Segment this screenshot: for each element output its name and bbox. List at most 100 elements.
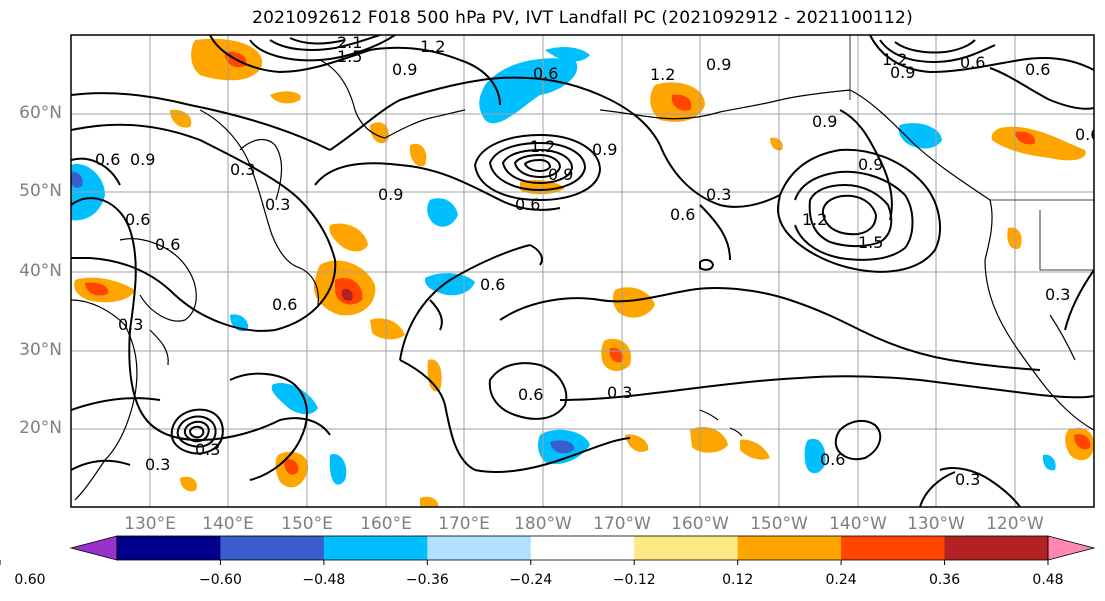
lon-label: 170°E (438, 514, 490, 534)
negative-anomaly (1042, 454, 1056, 471)
positive-anomaly (170, 109, 192, 128)
colorbar-segment (117, 536, 221, 560)
lat-label-50n: 50°N (19, 181, 62, 201)
colorbar-tick-label: −0.60 (198, 572, 242, 588)
colorbar-segment (841, 536, 946, 560)
contour-label: 0.9 (812, 112, 837, 131)
negative-anomaly (329, 454, 347, 485)
contour-label: 0.6 (155, 235, 180, 254)
colorbar-tick-label: 0.48 (1032, 572, 1064, 588)
positive-anomaly (420, 496, 439, 507)
contour-label: 0.9 (858, 155, 883, 174)
colorbar-segment (944, 536, 1049, 560)
contour-label: 0.3 (706, 185, 731, 204)
contour-label: 0.3 (118, 315, 143, 334)
positive-anomaly (770, 137, 783, 151)
colorbar-tick-label: 0.24 (825, 572, 857, 588)
lon-label: 140°W (829, 514, 887, 534)
colorbar-segment (737, 536, 842, 560)
shading-layer (71, 38, 1094, 507)
positive-anomaly (370, 318, 405, 340)
contour-label: 0.6 (960, 53, 985, 72)
positive-anomaly (625, 434, 649, 452)
contour-label: 0.9 (378, 185, 403, 204)
contour-label: 0.9 (548, 165, 573, 184)
negative-anomaly (804, 438, 826, 474)
lon-label: 160°W (671, 514, 729, 534)
lon-label: 140°E (202, 514, 254, 534)
colorbar-segment (530, 536, 635, 560)
positive-anomaly (1074, 434, 1091, 450)
contour-label: 0.6 (1025, 60, 1050, 79)
negative-anomaly (898, 123, 942, 149)
positive-anomaly (409, 143, 427, 167)
contour-label: 0.9 (392, 60, 417, 79)
contour-label: 1.2 (882, 50, 907, 69)
colorbar-tick-label: 0.60 (14, 572, 46, 588)
borders (849, 35, 1094, 271)
contour-label: 0.9 (890, 63, 915, 82)
contour-label: 0.3 (607, 383, 632, 402)
lon-label: 180°W (514, 514, 572, 534)
positive-anomaly (671, 94, 692, 111)
contour-label: 0.6 (1075, 125, 1100, 144)
contour-label: 1.2 (530, 137, 555, 156)
contour-label: 0.6 (125, 210, 150, 229)
colorbar-segment (323, 536, 428, 560)
contour-label: 0.9 (130, 150, 155, 169)
negative-anomaly (71, 171, 83, 188)
contour-label: 0.6 (480, 275, 505, 294)
contour-label: 0.6 (515, 195, 540, 214)
positive-anomaly (85, 282, 109, 296)
negative-anomaly (427, 198, 458, 227)
colorbar-tick-label: 0.12 (722, 572, 754, 588)
colorbar-frame (116, 535, 1049, 561)
contour-label: 0.3 (145, 455, 170, 474)
coastlines (71, 59, 1094, 501)
lon-label: 120°W (986, 514, 1044, 534)
contour-label: 0.3 (955, 470, 980, 489)
lon-label: 170°W (593, 514, 651, 534)
lon-label: 130°E (124, 514, 176, 534)
contour-label: 0.6 (518, 385, 543, 404)
contour-label: 1.2 (802, 210, 827, 229)
colorbar-extend-min (69, 535, 118, 561)
lat-label-40n: 40°N (19, 261, 62, 281)
contour-label: 0.3 (195, 440, 220, 459)
contour-label: 2.1 (337, 33, 362, 52)
negative-anomaly (479, 58, 578, 124)
map-title: 2021092612 F018 500 hPa PV, IVT Landfall… (252, 8, 913, 28)
contour-label: 0.3 (1045, 285, 1070, 304)
contour-label: 1.2 (650, 65, 675, 84)
negative-anomaly (271, 382, 318, 415)
lat-label-20n: 20°N (19, 418, 62, 438)
negative-anomaly (550, 440, 575, 454)
positive-anomaly (270, 91, 301, 104)
colorbar-tick-label: −0.36 (405, 572, 449, 588)
positive-anomaly (341, 288, 353, 301)
negative-anomaly (424, 273, 475, 296)
positive-anomaly (690, 426, 728, 453)
contour-label: 1.5 (337, 47, 362, 66)
contour-label: 1.5 (858, 233, 883, 252)
lon-label: 150°W (750, 514, 808, 534)
negative-anomaly (545, 47, 590, 62)
positive-anomaly (740, 439, 770, 460)
positive-anomaly (1007, 227, 1022, 250)
colorbar-extend-max (1047, 535, 1096, 561)
contour-label: 0.6 (533, 64, 558, 83)
map-panel: 0.6 0.9 1.2 2.1 1.5 1.2 0.9 0.9 0.6 1.2 … (71, 33, 1100, 507)
contour-label: 0.3 (230, 160, 255, 179)
colorbar-segment (427, 536, 532, 560)
contour-label: 1.2 (420, 37, 445, 56)
positive-anomaly (329, 223, 368, 252)
colorbar-tick-label: −0.48 (302, 572, 346, 588)
positive-anomaly (613, 287, 655, 318)
lon-label: 160°E (360, 514, 412, 534)
contours (71, 35, 1094, 507)
colorbar-segment (634, 536, 739, 560)
positive-anomaly (427, 359, 442, 392)
contour-label: 0.6 (272, 295, 297, 314)
lat-label-30n: 30°N (19, 340, 62, 360)
